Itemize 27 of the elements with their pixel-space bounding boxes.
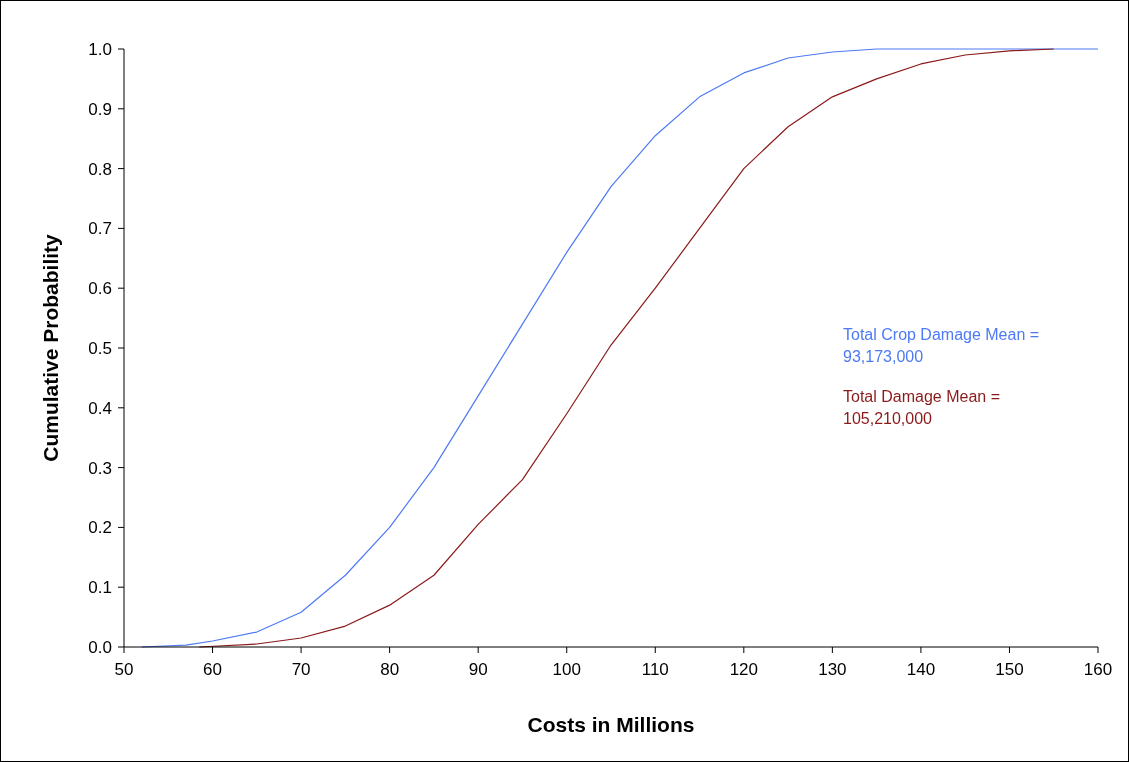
y-tick-label: 0.5 (88, 339, 112, 358)
y-tick-label: 0.4 (88, 398, 112, 418)
y-axis-title: Cumulative Probability (39, 233, 62, 462)
y-tick-label: 0.0 (88, 638, 112, 657)
y-tick-label: 0.8 (88, 159, 112, 179)
y-tick-label: 0.3 (88, 458, 112, 478)
y-tick-label: 0.9 (88, 99, 112, 119)
x-tick-label: 80 (380, 660, 400, 679)
y-tick-label: 1.0 (88, 40, 112, 59)
x-tick-label: 70 (291, 660, 311, 679)
y-tick-label: 0.6 (88, 279, 112, 299)
x-tick-label: 150 (995, 660, 1024, 679)
y-tick-label: 0.7 (88, 219, 112, 239)
y-tick-label: 0.1 (88, 578, 112, 598)
x-tick-label: 110 (641, 660, 669, 679)
x-axis-title: Costs in Millions (527, 713, 695, 736)
x-tick-label: 50 (114, 660, 134, 679)
annotation: Total Damage Mean = 105,210,000 (843, 388, 1000, 427)
x-tick-label: 100 (552, 660, 581, 679)
x-tick-label: 130 (818, 660, 847, 679)
x-tick-label: 120 (729, 660, 759, 679)
x-tick-label: 140 (906, 660, 936, 679)
y-tick-label: 0.2 (88, 518, 112, 538)
annotation: Total Crop Damage Mean = 93,173,000 (843, 326, 1040, 365)
x-tick-label: 160 (1083, 660, 1113, 679)
x-tick-label: 60 (203, 660, 223, 679)
x-tick-label: 90 (468, 660, 488, 679)
